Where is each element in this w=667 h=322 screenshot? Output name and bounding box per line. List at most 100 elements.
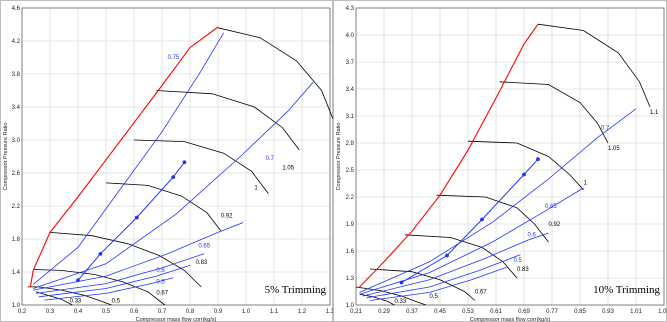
x-tick-label: 1.09: [658, 309, 667, 315]
y-tick-label: 4.3: [346, 6, 355, 12]
efficiency-line-0-75: [32, 32, 224, 285]
speed-lines: [355, 23, 651, 306]
y-tick-label: 3.4: [346, 87, 355, 93]
curve-label: 0.83: [196, 260, 208, 266]
curve-labels: 0.75 0.7 0.65 0.6 0.5 0.33 0.5 0.67 0.83 0.92 1 1.0…: [70, 55, 333, 304]
operating-point: [171, 175, 176, 180]
x-tick-label: 0.7: [158, 309, 167, 315]
efficiency-lines: [32, 32, 314, 301]
x-tick-label: 1.2: [298, 309, 307, 315]
curve-label: 0.67: [475, 289, 487, 295]
curve-label: 0.7: [266, 156, 275, 162]
y-tick-label: 2.6: [12, 171, 21, 177]
speed-line-0-83: [49, 232, 202, 288]
y-tick-label: 1.0: [346, 303, 355, 309]
operating-point: [76, 278, 80, 283]
x-tick-label: 1.1: [270, 309, 279, 315]
compressor-map-chart-right: 0.21 0.29 0.37 0.45 0.53 0.61 0.69 0.77 0.85 0.93…: [333, 0, 667, 322]
efficiency-line-0-5: [369, 266, 507, 301]
curve-label: 0.5: [514, 258, 523, 264]
curve-label: 0.33: [395, 299, 407, 305]
y-tick-label: 1.4: [12, 270, 21, 276]
y-tick-label: 3.1: [346, 114, 355, 120]
efficiency-line-0-6: [362, 232, 549, 297]
surge-line: [29, 26, 219, 287]
trimming-annotation: 10% Trimming: [593, 284, 660, 296]
operating-point: [522, 172, 526, 177]
y-tick-label: 1.6: [346, 249, 355, 255]
y-tick-label: 4.6: [12, 6, 21, 12]
y-tick-label: 4.0: [346, 33, 355, 39]
operating-point: [480, 217, 484, 222]
x-tick-label: 1.3: [326, 309, 333, 315]
curve-label: 0.6: [156, 268, 165, 274]
trimming-annotation: 5% Trimming: [265, 284, 327, 296]
x-tick-label: 0.29: [378, 309, 390, 315]
curve-label: 0.65: [545, 204, 557, 210]
speed-line-0-92: [105, 182, 222, 232]
curve-label: 0.33: [70, 299, 82, 305]
plot-area-border: [21, 7, 331, 306]
operating-point: [98, 251, 103, 256]
y-tick-label: 4.2: [12, 39, 21, 45]
x-axis-label: Compressor mass flow corr(kg/s): [136, 317, 217, 322]
operating-points: [399, 157, 540, 285]
x-tick-label: 0.37: [406, 309, 418, 315]
curve-label: 0.83: [517, 267, 529, 273]
operating-points: [76, 160, 187, 283]
curve-label: 0.5: [112, 299, 121, 305]
x-tick-label: 0.53: [462, 309, 474, 315]
efficiency-lines: [359, 108, 637, 301]
speed-line-1-1: [217, 27, 333, 119]
speed-line-1-1: [537, 23, 651, 108]
efficiency-line-0-6: [35, 253, 205, 294]
panel-border: [333, 0, 667, 322]
operating-line: [77, 161, 185, 281]
efficiency-line-0-65: [33, 222, 244, 291]
operating-point: [182, 160, 187, 165]
speed-line-0-67: [33, 269, 166, 306]
x-tick-label: 0.5: [102, 309, 111, 315]
curve-label: 1.05: [282, 166, 294, 172]
x-tick-label: 0.2: [18, 309, 27, 315]
y-tick-label: 3.8: [12, 72, 21, 78]
surge-line: [359, 23, 539, 288]
x-tick-label: 0.69: [518, 309, 530, 315]
curve-label: 1: [584, 180, 588, 186]
curve-label: 1: [254, 186, 258, 192]
y-tick-label: 1.0: [12, 303, 21, 309]
operating-point: [445, 253, 449, 258]
curve-label: 0.67: [156, 290, 168, 296]
curve-label: 0.65: [198, 243, 210, 249]
y-tick-label: 3.0: [12, 138, 21, 144]
curve-label: 0.75: [168, 55, 180, 61]
y-tick-label: 2.2: [12, 204, 21, 210]
y-axis-label: Compressor Pressure Ratio: [336, 123, 342, 191]
x-axis-label: Compressor mass flow corr(kg/s): [470, 317, 551, 322]
x-tick-label: 0.93: [602, 309, 614, 315]
y-tick-label: 2.2: [346, 195, 355, 201]
curve-label: 0.92: [221, 214, 233, 220]
curve-label: 0.7: [601, 126, 610, 132]
efficiency-line-0-7: [33, 81, 314, 289]
y-tick-label: 2.5: [346, 168, 355, 174]
plot-area-border: [355, 7, 665, 306]
y-tick-label: 3.4: [12, 105, 21, 111]
x-tick-label: 1.01: [630, 309, 642, 315]
operating-point: [399, 280, 404, 285]
x-tick-label: 0.61: [490, 309, 502, 315]
efficiency-line-0-7: [359, 108, 637, 293]
x-tick-label: 0.21: [350, 309, 362, 315]
speed-lines: [27, 27, 333, 306]
curve-label: 0.5: [430, 294, 439, 300]
curve-label: 0.6: [528, 233, 537, 239]
efficiency-line-0-55: [366, 254, 521, 299]
compressor-map-chart-left: 0.2 0.3 0.4 0.5 0.6 0.7 0.8 0.9 1.0 1.1 1.2 1.3 1.0 1…: [0, 0, 333, 322]
x-tick-label: 1.0: [242, 309, 251, 315]
speed-line-1: [133, 139, 269, 194]
x-tick-label: 0.85: [574, 309, 586, 315]
x-tick-label: 0.8: [186, 309, 195, 315]
y-tick-label: 1.8: [12, 237, 21, 243]
x-tick-label: 0.4: [74, 309, 83, 315]
